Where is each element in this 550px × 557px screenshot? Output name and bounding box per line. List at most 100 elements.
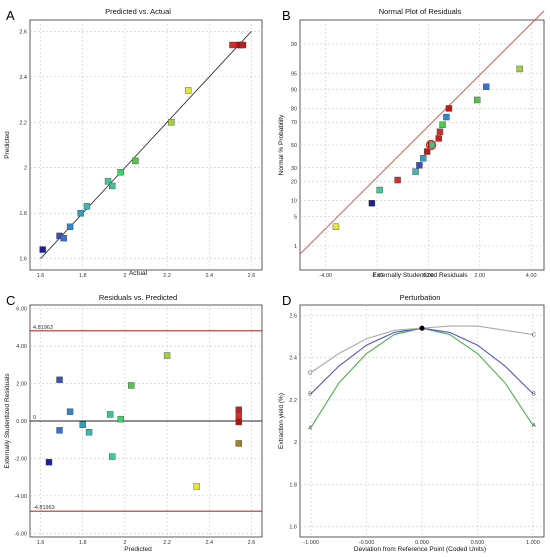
y-tick-label: 10 <box>291 199 297 205</box>
x-tick-label: 2.4 <box>205 273 213 279</box>
y-tick-label: 95 <box>291 72 297 78</box>
y-tick-label: 1.6 <box>289 524 297 530</box>
series-label: A <box>308 425 312 431</box>
data-point <box>235 440 243 447</box>
y-tick-label: 2.4 <box>19 75 27 81</box>
panel-d: D Perturbation -1.000 -0.500 0.000 0.500 1.000… <box>278 293 545 553</box>
y-tick-label: 1.6 <box>19 257 27 263</box>
y-tick-label: 2.4 <box>289 356 297 362</box>
data-point <box>45 458 53 466</box>
x-tick-label: 0.000 <box>415 540 429 546</box>
y-tick-label: 4.00 <box>16 344 27 350</box>
data-point <box>184 87 192 94</box>
x-tick-label: 1.8 <box>79 540 87 546</box>
data-point <box>435 135 442 142</box>
y-tick-label: 6.00 <box>16 307 27 313</box>
series-label: C <box>308 370 312 376</box>
y-axis-label: Externally Studentized Residuals <box>4 373 11 469</box>
data-point <box>193 483 200 490</box>
y-tick-label: 2 <box>24 166 27 172</box>
x-tick-label: 2 <box>123 540 126 546</box>
series-label: C <box>532 333 536 339</box>
reference-line <box>40 31 252 259</box>
data-point <box>77 209 84 217</box>
data-point <box>443 113 450 121</box>
data-point <box>239 41 247 49</box>
data-point <box>79 421 86 428</box>
y-tick-label: 2.00 <box>16 382 27 388</box>
x-tick-label: 0.00 <box>423 273 434 279</box>
data-point <box>229 41 236 49</box>
series-label: B <box>532 392 536 398</box>
x-tick-label: -2.00 <box>371 273 384 279</box>
y-axis-label: Predicted <box>4 131 11 159</box>
x-tick-label: -4.00 <box>319 273 332 279</box>
y-tick-label: 1.8 <box>19 211 27 217</box>
x-axis-label: Predicted <box>124 546 152 553</box>
panel-letter: C <box>6 293 15 308</box>
series-label: A <box>532 423 536 429</box>
x-axis-label: Deviation from Reference Point (Coded Un… <box>354 546 486 553</box>
data-point <box>117 169 124 176</box>
x-tick-label: 2.00 <box>474 273 485 279</box>
x-tick-label: 0.500 <box>471 540 485 546</box>
y-tick-label: 99 <box>291 42 297 48</box>
data-point <box>117 415 124 423</box>
series-label: B <box>308 392 312 398</box>
y-tick-label: -6.00 <box>14 531 27 537</box>
data-point <box>109 453 116 460</box>
y-tick-label: 80 <box>291 106 297 112</box>
data-point <box>60 234 67 242</box>
panel-letter: A <box>6 8 15 23</box>
data-point <box>368 200 376 207</box>
data-point <box>235 413 243 420</box>
y-tick-label: 30 <box>291 166 297 172</box>
x-tick-label: 2.2 <box>163 540 171 546</box>
data-point <box>39 246 46 253</box>
y-axis-label: Extraction yield (%) <box>278 393 285 449</box>
x-tick-label: 2.2 <box>163 273 171 279</box>
x-tick-label: -1.000 <box>303 540 319 546</box>
data-point <box>109 182 116 190</box>
x-tick-label: 2.6 <box>248 273 256 279</box>
limit-label: 4.81963 <box>33 325 53 331</box>
highlight-circle <box>425 139 437 151</box>
fit-line <box>299 10 545 255</box>
y-tick-label: 50 <box>291 143 297 149</box>
y-tick-label: 0.00 <box>16 419 27 425</box>
x-axis-label: Externally Studentized Residuals <box>372 272 468 279</box>
data-point <box>168 119 175 126</box>
data-point <box>163 352 171 359</box>
data-point <box>85 429 93 436</box>
panel-letter: B <box>282 8 291 23</box>
x-tick-label: 1.000 <box>526 540 540 546</box>
data-point <box>376 186 383 194</box>
y-tick-label: 2.6 <box>19 29 27 35</box>
x-tick-label: 4.00 <box>526 273 537 279</box>
data-point <box>445 105 453 112</box>
data-point <box>474 96 481 104</box>
limit-label: -4.81963 <box>33 505 55 511</box>
panel-b: B Normal Plot of Residuals -4.00 -2.00 0.00 2… <box>278 7 545 279</box>
y-tick-label: 5 <box>294 214 297 220</box>
data-point <box>439 121 446 128</box>
data-point <box>420 155 427 162</box>
data-point <box>106 411 114 418</box>
y-tick-label: 1.8 <box>289 482 297 488</box>
data-point <box>104 178 112 185</box>
y-tick-label: 2.2 <box>289 398 297 404</box>
y-tick-label: 2.2 <box>19 120 27 126</box>
data-point <box>394 176 401 184</box>
data-point <box>128 382 135 389</box>
x-tick-label: 1.6 <box>37 273 45 279</box>
y-tick-label: -4.00 <box>14 494 27 500</box>
y-tick-label: 2.6 <box>289 314 297 320</box>
reference-point <box>419 325 425 331</box>
data-point <box>83 203 91 210</box>
data-point <box>436 128 444 135</box>
panel-a: A Predicted vs. Actual 1.6 1.8 2 2.2 2.4 2.6 1.6… <box>4 7 263 279</box>
data-point <box>56 427 63 434</box>
x-tick-label: 1.6 <box>37 540 45 546</box>
data-point <box>412 168 419 175</box>
